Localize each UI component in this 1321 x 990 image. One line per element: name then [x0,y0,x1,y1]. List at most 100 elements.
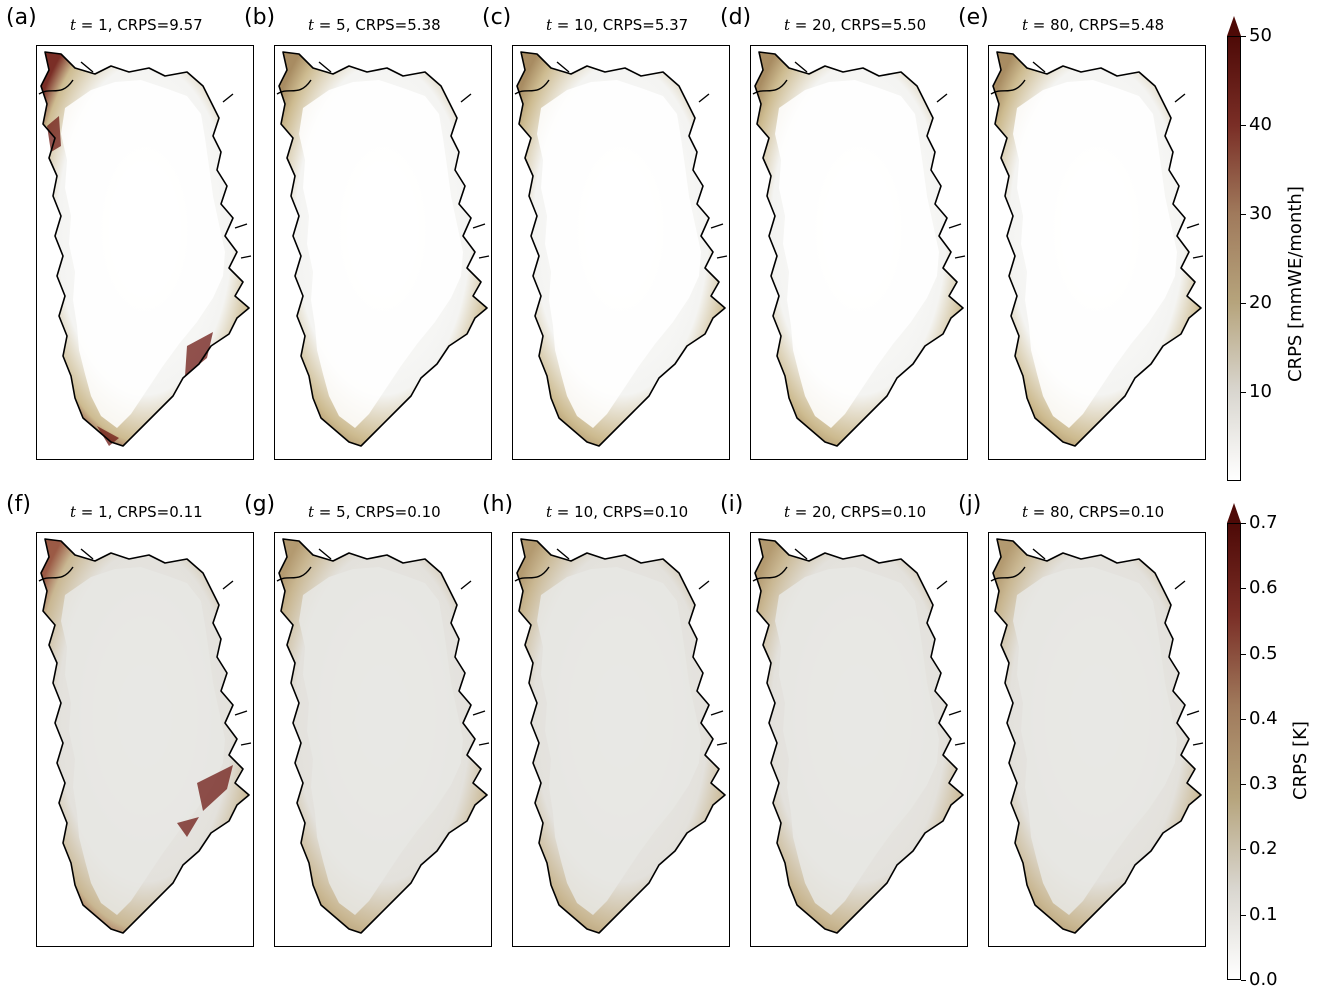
crps-prefix: , CRPS= [1069,503,1131,521]
equals-sign: = [790,16,813,34]
panel-subtitle: t = 80, CRPS=0.10 [1022,504,1164,520]
ice-sheet-interior [1013,567,1177,915]
time-symbol: t [70,16,77,34]
coastline [278,538,488,934]
colorbar-tick-label: 0.0 [1249,969,1278,990]
crps-value: 0.10 [1130,503,1165,521]
colorbar-extend-arrow [1227,16,1241,36]
colorbar-tick [1241,849,1246,850]
crps-prefix: , CRPS= [107,503,170,521]
islands-outline [276,548,490,746]
crps-prefix: , CRPS= [831,16,893,34]
colorbar-label: CRPS [mmWE/month] [1285,186,1306,382]
coastline [992,51,1202,447]
colorbar-tick-label: 40 [1249,114,1272,135]
crps-value: 0.10 [654,503,689,521]
time-value: 10 [574,503,594,521]
crps-prefix: , CRPS= [1069,16,1131,34]
coastline [992,538,1202,934]
coastline [516,538,726,934]
crps-prefix: , CRPS= [107,16,170,34]
time-value: 80 [1050,503,1070,521]
time-symbol: t [784,16,791,34]
ice-sheet-interior [299,567,463,915]
islands-outline [990,61,1204,259]
ice-sheet-interior [61,80,225,428]
coastline [40,51,250,447]
colorbar-tick [1241,915,1246,916]
time-value: 1 [98,16,108,34]
map-panel [36,45,254,460]
time-value: 80 [1050,16,1070,34]
ice-sheet-interior [537,567,701,915]
crps-value: 5.50 [892,16,927,34]
colorbar-tick [1241,303,1246,304]
colorbar-tick [1241,523,1246,524]
crps-prefix: , CRPS= [831,503,893,521]
crps-prefix: , CRPS= [593,16,655,34]
time-symbol: t [784,503,791,521]
time-symbol: t [70,503,77,521]
time-symbol: t [546,503,553,521]
panel-letter: (c) [482,5,512,30]
colorbar-tick [1241,719,1246,720]
panel-letter: (f) [6,492,31,517]
crps-value: 0.10 [892,503,927,521]
coastline [40,538,250,934]
equals-sign: = [552,16,575,34]
panel-letter: (i) [720,492,744,517]
colorbar-tick [1241,588,1246,589]
crps-value: 0.10 [407,503,441,521]
time-symbol: t [308,503,315,521]
colorbar-tick [1241,980,1246,981]
coastline [754,538,964,934]
equals-sign: = [314,16,337,34]
equals-sign: = [76,16,99,34]
time-symbol: t [1022,16,1029,34]
islands-outline [514,548,728,746]
ice-sheet-interior [1013,80,1177,428]
ice-sheet-interior [775,80,939,428]
panel-letter: (e) [958,5,989,30]
panel-letter: (d) [720,5,752,30]
ice-sheet-interior [775,567,939,915]
panel-letter: (b) [244,5,276,30]
panel-letter: (j) [958,492,982,517]
colorbar-tick-label: 0.3 [1249,773,1278,794]
map-panel [512,45,730,460]
crps-value: 5.48 [1130,16,1165,34]
colorbar [1227,523,1241,980]
panel-subtitle: t = 20, CRPS=5.50 [784,17,926,33]
panel-subtitle: t = 5, CRPS=0.10 [308,504,441,520]
equals-sign: = [76,503,99,521]
map-panel [274,45,492,460]
colorbar-tick [1241,392,1246,393]
panel-subtitle: t = 1, CRPS=9.57 [70,17,203,33]
islands-outline [514,61,728,259]
equals-sign: = [552,503,575,521]
equals-sign: = [1028,16,1051,34]
map-panel [988,45,1206,460]
panel-subtitle: t = 10, CRPS=0.10 [546,504,688,520]
colorbar-tick-label: 0.2 [1249,838,1278,859]
panel-subtitle: t = 1, CRPS=0.11 [70,504,203,520]
coastline [278,51,488,447]
map-panel [988,532,1206,947]
crps-value: 0.11 [169,503,203,521]
colorbar-extend-arrow [1227,503,1241,523]
colorbar-tick [1241,654,1246,655]
ice-sheet-interior [299,80,463,428]
islands-outline [276,61,490,259]
islands-outline [752,548,966,746]
islands-outline [752,61,966,259]
panel-letter: (a) [6,5,37,30]
panel-letter: (h) [482,492,514,517]
colorbar-label: CRPS [K] [1290,721,1311,800]
colorbar-tick-label: 0.5 [1249,643,1278,664]
colorbar-tick-label: 0.1 [1249,904,1278,925]
time-value: 1 [98,503,108,521]
colorbar-tick-label: 10 [1249,381,1272,402]
time-value: 10 [574,16,594,34]
islands-outline [38,548,252,746]
time-value: 5 [336,16,346,34]
